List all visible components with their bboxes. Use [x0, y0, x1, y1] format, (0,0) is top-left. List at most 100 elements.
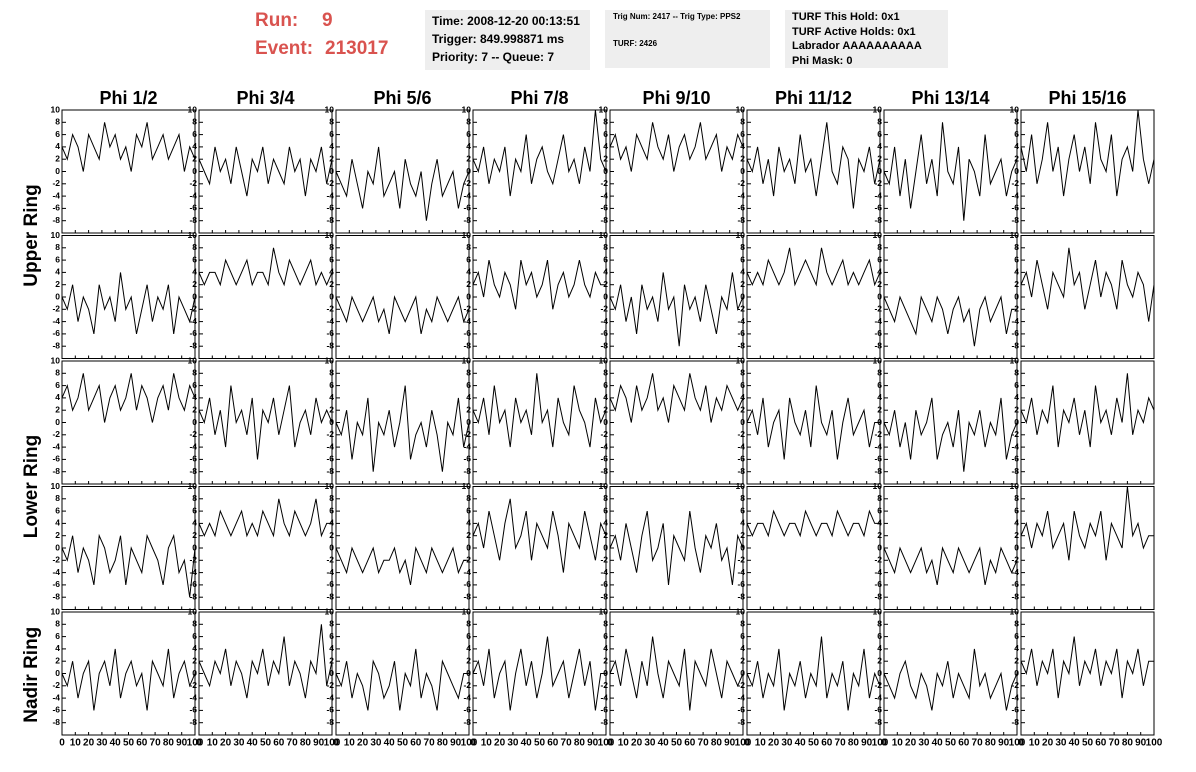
- y-tick-label: -4: [189, 190, 197, 200]
- y-tick-label: -6: [189, 454, 197, 464]
- x-tick-label: 0: [333, 738, 339, 749]
- y-tick-label: -8: [737, 591, 745, 601]
- y-tick-label: 6: [55, 505, 60, 515]
- y-tick-label: 4: [329, 141, 334, 151]
- y-tick-label: 10: [736, 230, 746, 240]
- y-tick-label: -2: [189, 304, 197, 314]
- y-tick-label: 8: [55, 493, 60, 503]
- waveform: [472, 636, 606, 711]
- y-tick-label: 0: [1014, 291, 1019, 301]
- y-tick-label: 2: [877, 655, 882, 665]
- y-tick-label: 0: [329, 166, 334, 176]
- waveform: [746, 247, 881, 287]
- y-tick-label: 0: [877, 417, 882, 427]
- y-tick-label: 0: [466, 417, 471, 427]
- y-tick-label: -8: [1011, 717, 1019, 727]
- y-tick-label: 8: [877, 117, 882, 127]
- y-tick-label: 0: [192, 291, 197, 301]
- y-tick-label: -8: [737, 215, 745, 225]
- x-tick-label: 30: [370, 738, 382, 749]
- y-tick-label: 8: [1014, 493, 1019, 503]
- info-line: Labrador AAAAAAAAAA: [792, 40, 922, 52]
- y-tick-label: 10: [188, 355, 198, 365]
- y-tick-label: -6: [874, 454, 882, 464]
- y-tick-label: 4: [877, 267, 882, 277]
- waveform: [472, 259, 606, 310]
- y-tick-label: -8: [1011, 466, 1019, 476]
- y-tick-label: -2: [463, 178, 471, 188]
- y-tick-label: -6: [874, 579, 882, 589]
- y-tick-label: 8: [740, 242, 745, 252]
- y-tick-label: 4: [55, 643, 60, 653]
- y-tick-label: -4: [874, 190, 882, 200]
- y-tick-label: -8: [52, 717, 60, 727]
- panel-frame: [335, 611, 470, 736]
- x-tick-label: 60: [684, 738, 696, 749]
- y-tick-label: 0: [877, 542, 882, 552]
- column-title: Phi 11/12: [775, 88, 852, 108]
- y-tick-label: 2: [55, 404, 60, 414]
- y-tick-label: -2: [52, 429, 60, 439]
- x-tick-label: 30: [507, 738, 519, 749]
- y-tick-label: 6: [329, 254, 334, 264]
- y-tick-label: -6: [737, 579, 745, 589]
- y-tick-label: -4: [737, 316, 745, 326]
- panel-frame: [61, 611, 196, 736]
- y-tick-label: -4: [737, 441, 745, 451]
- info-line: Trigger: 849.998871 ms: [432, 32, 565, 46]
- y-tick-label: 6: [192, 254, 197, 264]
- y-tick-label: 0: [740, 542, 745, 552]
- info-line: Phi Mask: 0: [792, 54, 853, 67]
- y-tick-label: -2: [1011, 680, 1019, 690]
- y-tick-label: 10: [325, 606, 335, 616]
- y-tick-label: -8: [189, 717, 197, 727]
- y-tick-label: 8: [1014, 619, 1019, 629]
- y-tick-label: -6: [1011, 454, 1019, 464]
- y-tick-label: 0: [740, 166, 745, 176]
- x-tick-label: 100: [1009, 738, 1026, 749]
- y-tick-label: 2: [192, 655, 197, 665]
- y-tick-label: 0: [1014, 668, 1019, 678]
- y-tick-label: 10: [873, 481, 883, 491]
- panel-frame: [609, 109, 744, 234]
- y-tick-label: 6: [192, 505, 197, 515]
- x-tick-label: 70: [972, 738, 984, 749]
- y-tick-label: -8: [189, 215, 197, 225]
- y-tick-label: 6: [329, 380, 334, 390]
- y-tick-label: -2: [600, 429, 608, 439]
- x-tick-label: 0: [881, 738, 887, 749]
- y-tick-label: 8: [329, 117, 334, 127]
- y-tick-label: 8: [1014, 242, 1019, 252]
- y-tick-label: 6: [877, 505, 882, 515]
- y-tick-label: 6: [877, 631, 882, 641]
- y-tick-label: 0: [55, 417, 60, 427]
- panel-frame: [746, 109, 881, 234]
- y-tick-label: 10: [873, 606, 883, 616]
- y-tick-label: 6: [740, 631, 745, 641]
- y-tick-label: -2: [600, 178, 608, 188]
- y-tick-label: 4: [603, 267, 608, 277]
- panel-frame: [883, 611, 1018, 736]
- y-tick-label: 2: [1014, 530, 1019, 540]
- y-tick-label: -2: [463, 555, 471, 565]
- y-tick-label: -4: [737, 190, 745, 200]
- y-tick-label: -4: [463, 316, 471, 326]
- y-tick-label: -8: [737, 466, 745, 476]
- y-tick-label: -8: [326, 591, 334, 601]
- y-tick-label: -2: [52, 555, 60, 565]
- x-tick-label: 10: [892, 738, 904, 749]
- x-tick-label: 20: [905, 738, 917, 749]
- y-tick-label: 10: [462, 481, 472, 491]
- x-tick-label: 70: [150, 738, 162, 749]
- waveform: [883, 546, 1018, 586]
- x-tick-label: 50: [260, 738, 272, 749]
- y-tick-label: 4: [55, 518, 60, 528]
- y-tick-label: -2: [737, 304, 745, 314]
- info-line: TURF This Hold: 0x1: [792, 11, 900, 23]
- x-tick-label: 70: [561, 738, 573, 749]
- y-tick-label: -6: [463, 328, 471, 338]
- y-tick-label: -6: [326, 203, 334, 213]
- panel-frame: [609, 486, 744, 610]
- y-tick-label: -4: [326, 316, 334, 326]
- y-tick-label: 10: [736, 104, 746, 114]
